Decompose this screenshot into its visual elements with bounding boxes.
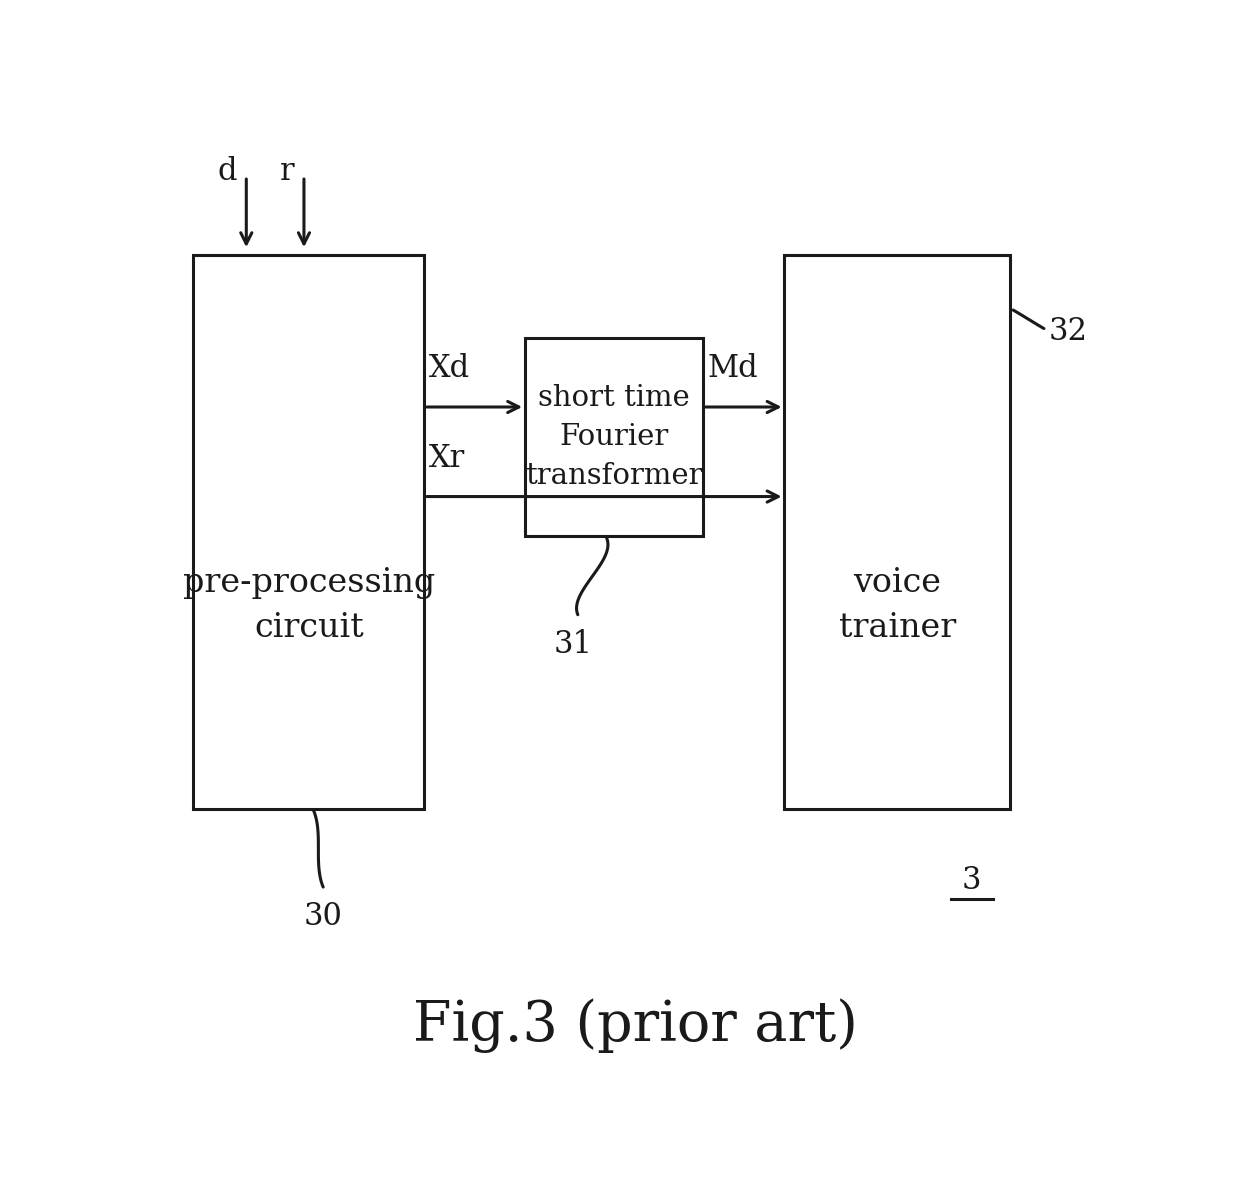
- Bar: [525, 338, 703, 536]
- Text: 31: 31: [553, 628, 593, 659]
- Text: d: d: [217, 156, 237, 187]
- Text: Xr: Xr: [429, 444, 465, 475]
- Bar: [785, 254, 1011, 808]
- Bar: [193, 254, 424, 808]
- Text: voice
trainer: voice trainer: [838, 567, 956, 644]
- Text: 3: 3: [962, 866, 982, 897]
- Text: short time
Fourier
transformer: short time Fourier transformer: [525, 384, 703, 489]
- Text: pre-processing
circuit: pre-processing circuit: [182, 567, 435, 644]
- Text: r: r: [280, 156, 295, 187]
- Text: Md: Md: [708, 353, 758, 384]
- Text: Fig.3 (prior art): Fig.3 (prior art): [413, 999, 858, 1053]
- Text: 32: 32: [1049, 315, 1087, 347]
- Text: Xd: Xd: [429, 353, 470, 384]
- Text: 30: 30: [304, 900, 342, 932]
